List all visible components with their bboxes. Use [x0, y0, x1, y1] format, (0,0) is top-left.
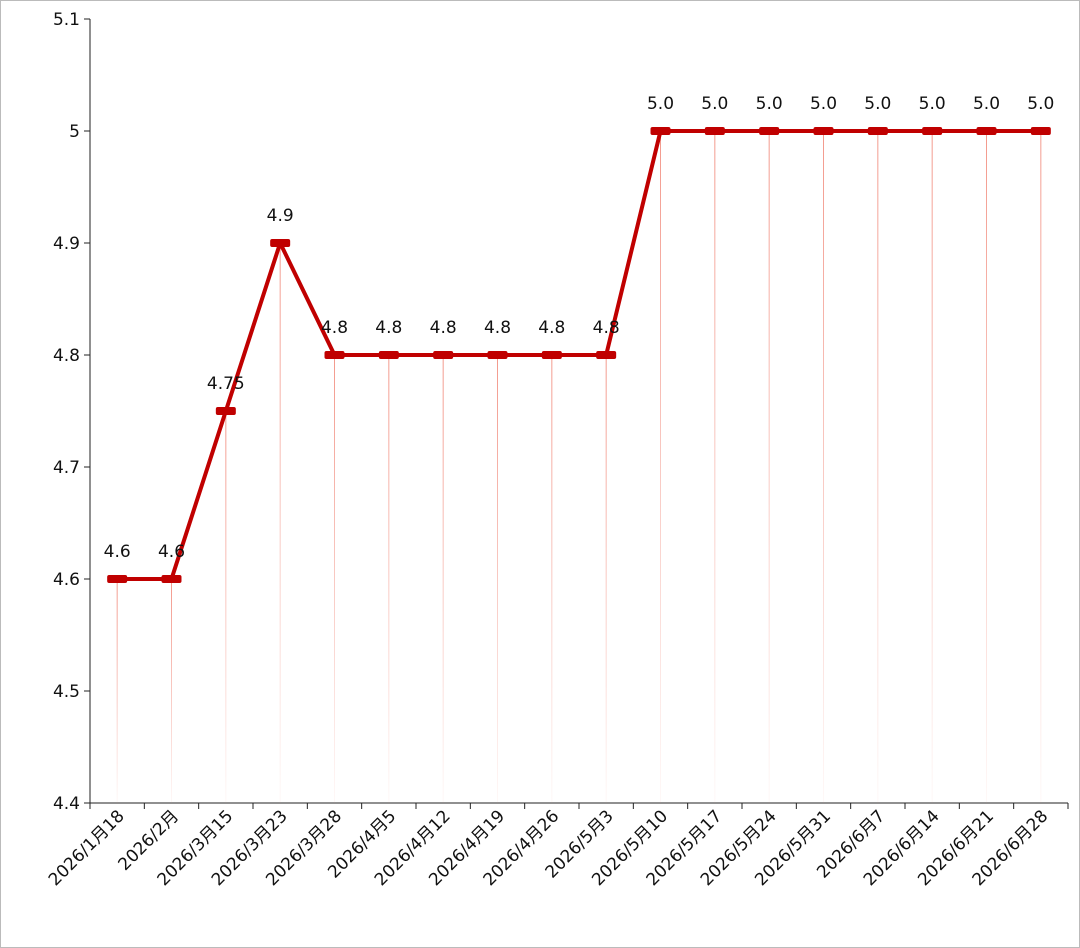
- marker: [487, 351, 508, 359]
- marker: [541, 351, 562, 359]
- drop-line: [171, 579, 172, 803]
- y-tick-label: 4.5: [53, 682, 80, 702]
- marker: [324, 351, 345, 359]
- value-label: 4.8: [375, 318, 402, 338]
- drop-line: [116, 579, 118, 803]
- value-label: 5.0: [810, 94, 837, 114]
- line: [117, 129, 1041, 581]
- marker: [378, 351, 399, 359]
- y-tick-label: 4.6: [53, 570, 80, 590]
- drop-line: [279, 243, 281, 803]
- value-label: 4.6: [104, 542, 131, 562]
- value-label: 5.0: [919, 94, 946, 114]
- marker: [704, 127, 725, 135]
- drop-line: [551, 355, 553, 803]
- drop-line: [768, 131, 770, 803]
- drop-line: [986, 131, 987, 803]
- drop-line: [931, 131, 933, 803]
- x-tick-label: 2026/1月18: [45, 806, 129, 890]
- marker: [759, 127, 780, 135]
- drop-line: [714, 131, 716, 803]
- y-tick-label: 5: [69, 122, 80, 142]
- marker: [215, 407, 236, 415]
- y-tick-label: 4.4: [53, 794, 80, 814]
- marker: [922, 127, 943, 135]
- drop-line: [334, 355, 335, 803]
- drop-line: [877, 131, 879, 803]
- value-label: 5.0: [701, 94, 728, 114]
- value-label: 4.8: [430, 318, 457, 338]
- drop-line: [660, 131, 661, 803]
- value-label: 4.8: [321, 318, 348, 338]
- drop-line: [442, 355, 444, 803]
- value-label: 5.0: [864, 94, 891, 114]
- y-tick-label: 5.1: [53, 10, 80, 30]
- drop-line: [497, 355, 498, 803]
- drop-line: [225, 411, 227, 803]
- drop-line: [1040, 131, 1042, 803]
- value-label: 4.75: [207, 374, 245, 394]
- marker: [433, 351, 454, 359]
- value-label: 4.9: [267, 206, 294, 226]
- marker: [867, 127, 888, 135]
- marker: [107, 575, 128, 583]
- y-tick-label: 4.7: [53, 458, 80, 478]
- value-label: 5.0: [756, 94, 783, 114]
- y-tick-label: 4.9: [53, 234, 80, 254]
- marker: [270, 239, 291, 247]
- marker: [976, 127, 997, 135]
- value-label: 5.0: [973, 94, 1000, 114]
- value-label: 5.0: [647, 94, 674, 114]
- marker: [596, 351, 617, 359]
- drop-line: [823, 131, 824, 803]
- marker: [161, 575, 182, 583]
- value-label: 5.0: [1027, 94, 1054, 114]
- drop-line: [388, 355, 390, 803]
- value-label: 4.8: [484, 318, 511, 338]
- y-tick-label: 4.8: [53, 346, 80, 366]
- value-label: 4.6: [158, 542, 185, 562]
- value-label: 4.8: [538, 318, 565, 338]
- marker: [813, 127, 834, 135]
- value-label: 4.8: [593, 318, 620, 338]
- marker: [650, 127, 671, 135]
- drop-line: [605, 355, 607, 803]
- marker: [1030, 127, 1051, 135]
